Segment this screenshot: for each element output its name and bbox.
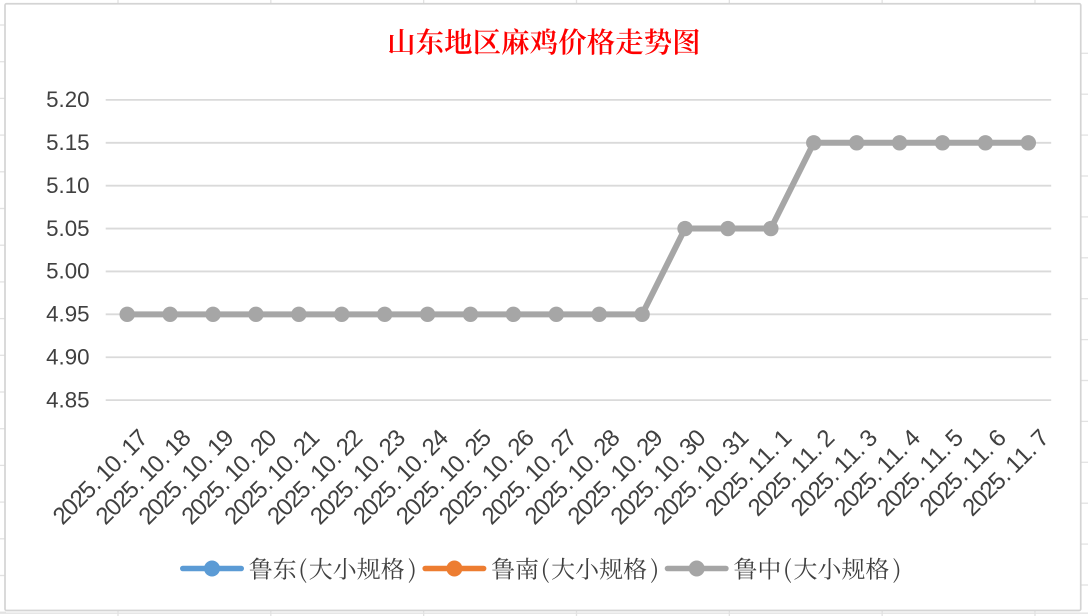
svg-text:5.00: 5.00 bbox=[46, 259, 89, 284]
svg-text:5.10: 5.10 bbox=[46, 173, 89, 198]
svg-text:4.95: 4.95 bbox=[46, 302, 89, 327]
svg-text:5.15: 5.15 bbox=[46, 130, 89, 155]
svg-text:5.05: 5.05 bbox=[46, 216, 89, 241]
svg-text:5.20: 5.20 bbox=[46, 87, 89, 112]
svg-text:4.85: 4.85 bbox=[46, 387, 89, 412]
svg-text:4.90: 4.90 bbox=[46, 345, 89, 370]
